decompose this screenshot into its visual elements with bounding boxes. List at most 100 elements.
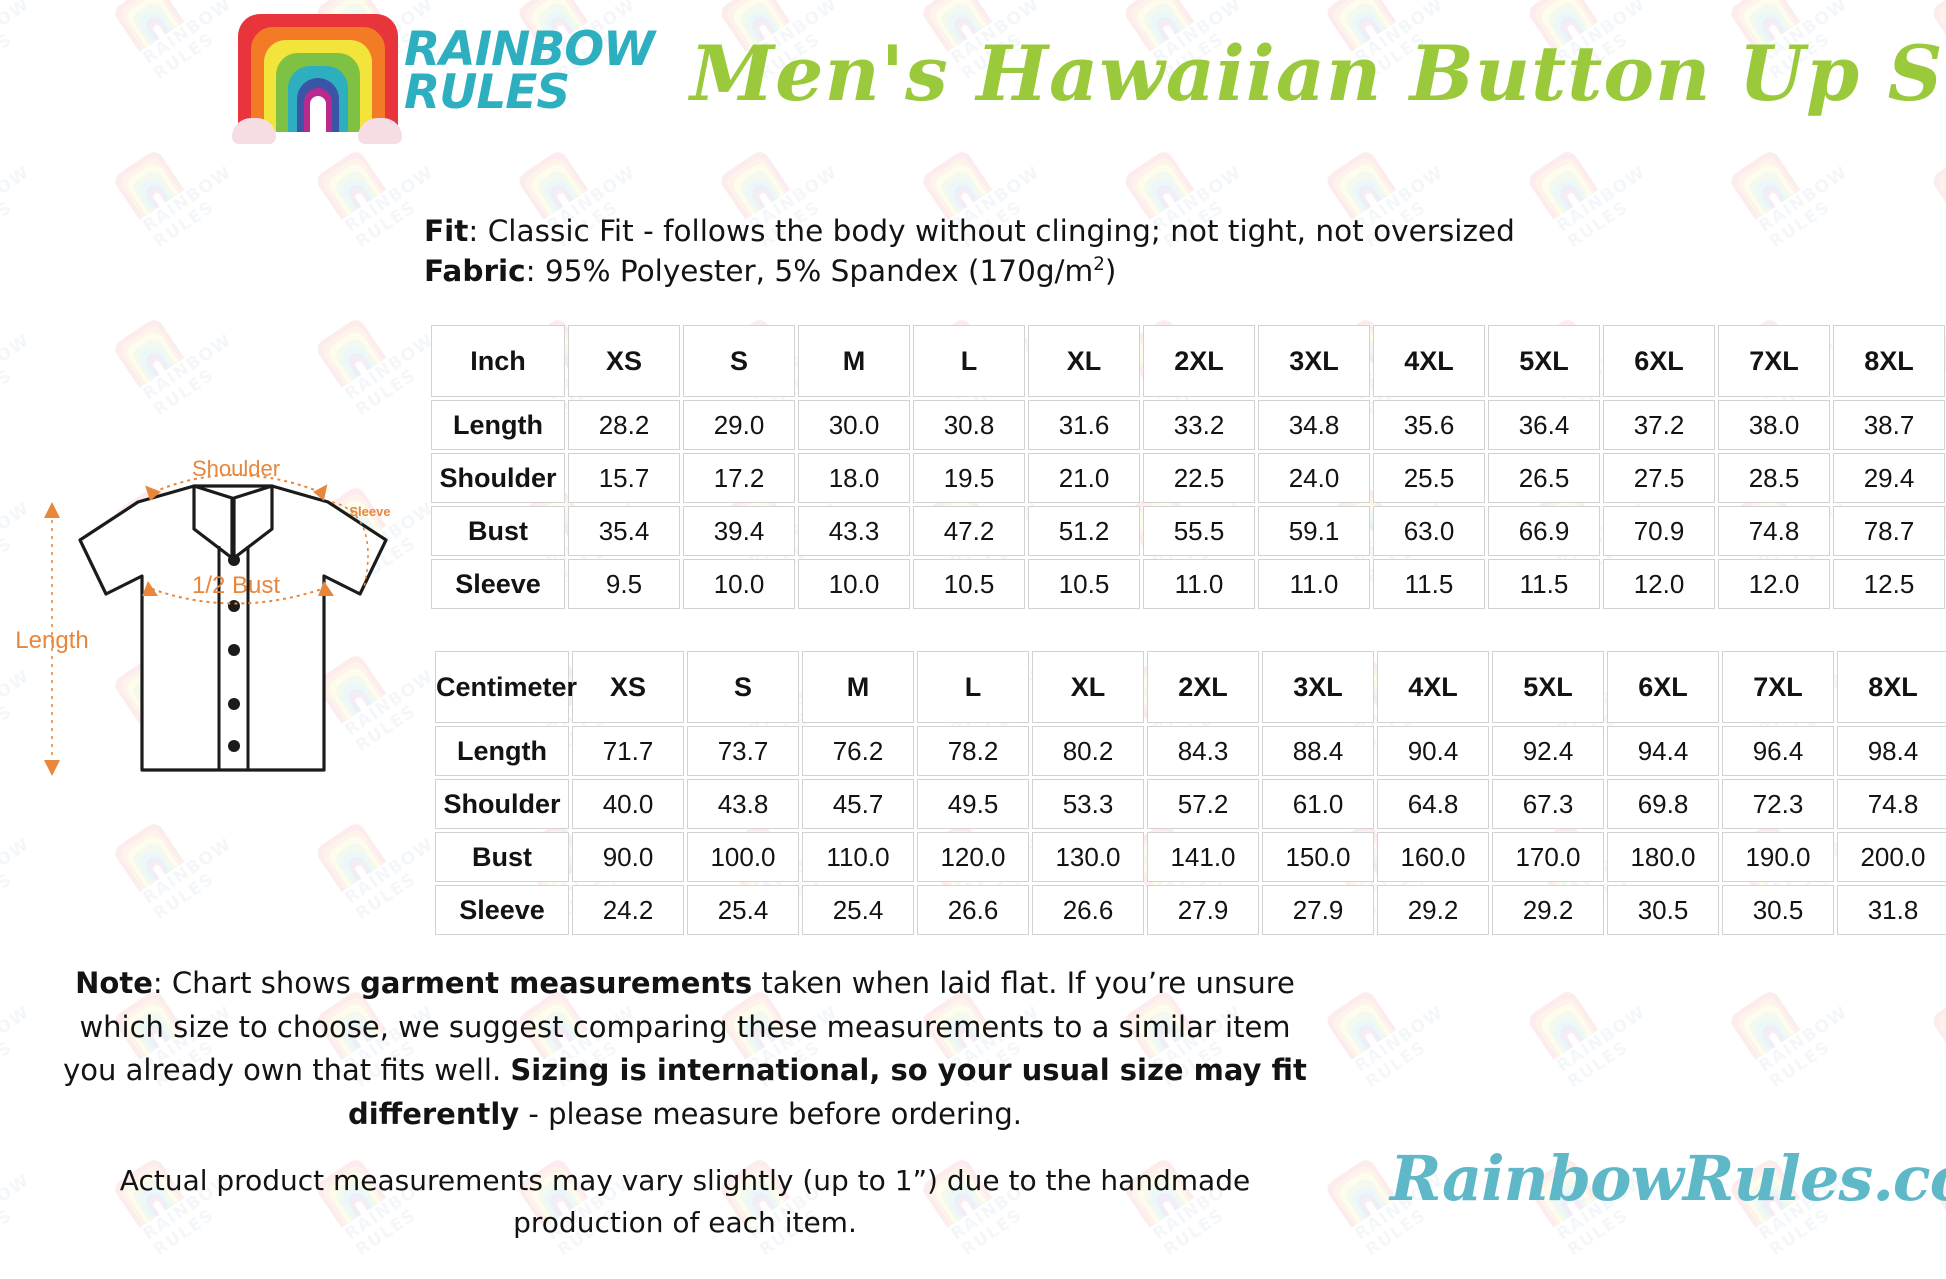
table-cell: 141.0 xyxy=(1147,832,1259,882)
brand-name-line1: RAINBOW xyxy=(404,22,655,77)
table-cell: 25.5 xyxy=(1373,453,1485,503)
table-cell: 29.0 xyxy=(683,400,795,450)
disclaimer-text: Actual product measurements may vary sli… xyxy=(119,1164,1251,1239)
table-cell: 12.0 xyxy=(1718,559,1830,609)
table-cell: 130.0 xyxy=(1032,832,1144,882)
table-row: Shoulder 40.0 43.8 45.7 49.5 53.3 57.2 61.0 64.8… xyxy=(435,779,1946,829)
spec-fit-value: Classic Fit - follows the body without c… xyxy=(487,214,1515,248)
table-row-label: Shoulder xyxy=(435,779,569,829)
table-unit-header: Centimeter xyxy=(435,651,577,723)
table-cell: 26.6 xyxy=(917,885,1029,935)
table-size-header: 3XL xyxy=(1258,325,1370,397)
table-cell: 92.4 xyxy=(1492,726,1604,776)
table-cell: 74.8 xyxy=(1837,779,1946,829)
table-cell: 28.2 xyxy=(568,400,680,450)
spec-fabric: Fabric: 95% Polyester, 5% Spandex (170g/… xyxy=(424,253,1117,288)
table-cell: 18.0 xyxy=(798,453,910,503)
table-cell: 10.0 xyxy=(683,559,795,609)
watermark-text-line2: RULES xyxy=(0,365,17,421)
table-size-header: M xyxy=(802,651,914,723)
table-cell: 78.2 xyxy=(917,726,1029,776)
table-cell: 31.8 xyxy=(1837,885,1946,935)
size-table-centimeter: Centimeter XS S M L XL 2XL 3XL 4XL 5XL 6XL 7XL 8XL L… xyxy=(432,648,1946,938)
watermark-rainbow-icon xyxy=(1929,988,1946,1060)
spec-fit: Fit: Classic Fit - follows the body with… xyxy=(424,214,1515,248)
table-cell: 10.0 xyxy=(798,559,910,609)
table-cell: 180.0 xyxy=(1607,832,1719,882)
note-part3: - please measure before ordering. xyxy=(519,1096,1022,1131)
rainbow-arch-icon xyxy=(232,14,402,150)
table-size-header: 7XL xyxy=(1718,325,1830,397)
table-size-header: 8XL xyxy=(1833,325,1945,397)
table-size-header: 7XL xyxy=(1722,651,1834,723)
table-cell: 40.0 xyxy=(572,779,684,829)
table-row-label: Sleeve xyxy=(431,559,565,609)
watermark-text-line2: RULES xyxy=(150,365,219,421)
table-row: Bust 90.0 100.0 110.0 120.0 130.0 141.0 150.0 16… xyxy=(435,832,1946,882)
table-cell: 90.0 xyxy=(572,832,684,882)
watermark-rainbow-icon xyxy=(1323,1156,1397,1228)
table-cell: 27.5 xyxy=(1603,453,1715,503)
table-cell: 73.7 xyxy=(687,726,799,776)
spec-fabric-value-post: ) xyxy=(1104,253,1117,288)
brand-name-line2: RULES xyxy=(404,65,570,121)
table-row: Length 71.7 73.7 76.2 78.2 80.2 84.3 88.4 90.4 92… xyxy=(435,726,1946,776)
spec-fit-label: Fit xyxy=(424,214,469,248)
table-size-header: XS xyxy=(572,651,684,723)
table-cell: 37.2 xyxy=(1603,400,1715,450)
table-size-header: 6XL xyxy=(1603,325,1715,397)
table-head: Centimeter XS S M L XL 2XL 3XL 4XL 5XL 6XL 7XL 8XL xyxy=(435,651,1946,723)
table-row-label: Bust xyxy=(431,506,565,556)
table-cell: 160.0 xyxy=(1377,832,1489,882)
watermark-rainbow-icon xyxy=(1525,988,1599,1060)
watermark-text-line1: RAINBOW xyxy=(1553,1002,1650,1077)
table-size-header: XL xyxy=(1028,325,1140,397)
watermark-text-line1: RAINBOW xyxy=(139,330,236,405)
table-row-label: Shoulder xyxy=(431,453,565,503)
table-size-header: XS xyxy=(568,325,680,397)
table-row-label: Sleeve xyxy=(435,885,569,935)
table-cell: 35.4 xyxy=(568,506,680,556)
watermark-rainbow-icon xyxy=(1323,988,1397,1060)
table-size-header: 2XL xyxy=(1143,325,1255,397)
watermark-rainbow-icon xyxy=(313,316,387,388)
table-size-header: M xyxy=(798,325,910,397)
table-cell: 51.2 xyxy=(1028,506,1140,556)
table-cell: 88.4 xyxy=(1262,726,1374,776)
spec-fabric-value: 95% Polyester, 5% Spandex (170g/m xyxy=(544,253,1094,288)
table-size-header: L xyxy=(917,651,1029,723)
table-cell: 49.5 xyxy=(917,779,1029,829)
table-cell: 34.8 xyxy=(1258,400,1370,450)
table-cell: 69.8 xyxy=(1607,779,1719,829)
table-body: Length 28.2 29.0 30.0 30.8 31.6 33.2 34.8 35.6 36… xyxy=(431,400,1945,609)
table-cell: 35.6 xyxy=(1373,400,1485,450)
table-cell: 90.4 xyxy=(1377,726,1489,776)
table-cell: 170.0 xyxy=(1492,832,1604,882)
watermark-text-line1: RAINBOW xyxy=(0,330,34,405)
table-size-header: 5XL xyxy=(1492,651,1604,723)
table-cell: 28.5 xyxy=(1718,453,1830,503)
watermark-text-line2: RULES xyxy=(1766,1037,1835,1093)
product-specs: Fit: Classic Fit - follows the body with… xyxy=(424,212,1515,291)
table-row-label: Length xyxy=(435,726,569,776)
table-row-label: Bust xyxy=(435,832,569,882)
note-text: Note: Chart shows garment measurements t… xyxy=(60,962,1310,1136)
note-bold2: Sizing is international, so your usual s… xyxy=(348,1053,1307,1131)
table-cell: 15.7 xyxy=(568,453,680,503)
table-body: Length 71.7 73.7 76.2 78.2 80.2 84.3 88.4 90.4 92… xyxy=(435,726,1946,935)
table-cell: 31.6 xyxy=(1028,400,1140,450)
watermark-rainbow-icon xyxy=(111,316,185,388)
table-cell: 24.0 xyxy=(1258,453,1370,503)
table-cell: 9.5 xyxy=(568,559,680,609)
table-cell: 100.0 xyxy=(687,832,799,882)
diagram-label-half-bust: 1/2 Bust xyxy=(192,572,280,599)
